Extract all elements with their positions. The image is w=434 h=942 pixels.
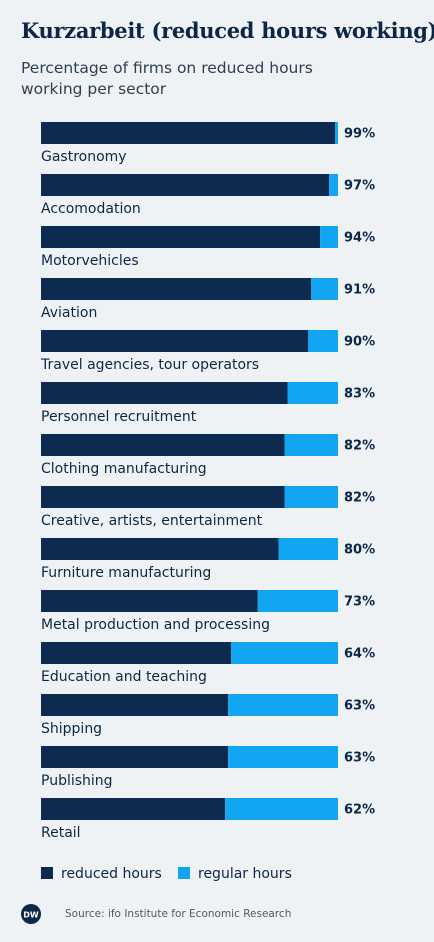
bar-segment [41, 330, 309, 352]
bar-segment [257, 590, 338, 612]
bar-segment [225, 798, 338, 820]
bar-segment [41, 434, 285, 456]
value-label: 62% [344, 803, 375, 818]
bar-segment [278, 538, 338, 560]
value-label: 80% [344, 543, 375, 558]
bar-segment [41, 538, 279, 560]
bar-segment [320, 226, 338, 248]
value-label: 94% [344, 231, 375, 246]
category-label: Personnel recruitment [41, 409, 197, 425]
logo-text: DW [23, 911, 39, 920]
logo-circle [21, 904, 41, 924]
bar-segment [41, 382, 288, 404]
chart-subtitle: Percentage of firms on reduced hours wor… [21, 59, 313, 98]
category-label: Retail [41, 825, 81, 841]
category-label: Clothing manufacturing [41, 461, 207, 477]
bar-segment [335, 122, 338, 144]
bar-segment [41, 746, 229, 768]
value-label: 63% [344, 751, 375, 766]
bar-segment [308, 330, 338, 352]
category-label: Creative, artists, entertainment [41, 513, 263, 529]
bar-segment [311, 278, 338, 300]
bar-segment [41, 590, 258, 612]
value-label: 63% [344, 699, 375, 714]
category-label: Metal production and processing [41, 617, 270, 633]
value-label: 99% [344, 127, 375, 142]
legend-label: reduced hours [61, 866, 162, 882]
bar-segment [284, 486, 338, 508]
value-label: 64% [344, 647, 375, 662]
bar-segment [41, 486, 285, 508]
category-label: Motorvehicles [41, 253, 139, 269]
legend-swatch [41, 867, 53, 879]
bar-segment [228, 694, 338, 716]
category-label: Aviation [41, 305, 97, 321]
bar-segment [228, 746, 338, 768]
bar-segment [41, 694, 229, 716]
value-label: 82% [344, 491, 375, 506]
category-label: Shipping [41, 721, 102, 737]
bar-segment [41, 798, 226, 820]
category-label: Gastronomy [41, 149, 127, 165]
category-label: Furniture manufacturing [41, 565, 211, 581]
bar-segment [41, 226, 321, 248]
value-label: 73% [344, 595, 375, 610]
bar-segment [41, 174, 330, 196]
value-label: 82% [344, 439, 375, 454]
legend-label: regular hours [198, 866, 292, 882]
category-label: Education and teaching [41, 669, 207, 685]
value-label: 97% [344, 179, 375, 194]
bar-segment [287, 382, 338, 404]
bar-segment [41, 642, 232, 664]
legend-swatch [178, 867, 190, 879]
category-label: Accomodation [41, 201, 141, 217]
bar-segment [231, 642, 338, 664]
source: Source: ifo Institute for Economic Resea… [65, 908, 291, 920]
category-label: Publishing [41, 773, 113, 789]
bar-segment [41, 122, 336, 144]
value-label: 90% [344, 335, 375, 350]
chart-title: Kurzarbeit (reduced hours working) [21, 18, 434, 43]
bar-segment [329, 174, 338, 196]
category-label: Travel agencies, tour operators [40, 357, 259, 373]
value-label: 91% [344, 283, 375, 298]
value-label: 83% [344, 387, 375, 402]
bar-segment [284, 434, 338, 456]
bar-segment [41, 278, 312, 300]
